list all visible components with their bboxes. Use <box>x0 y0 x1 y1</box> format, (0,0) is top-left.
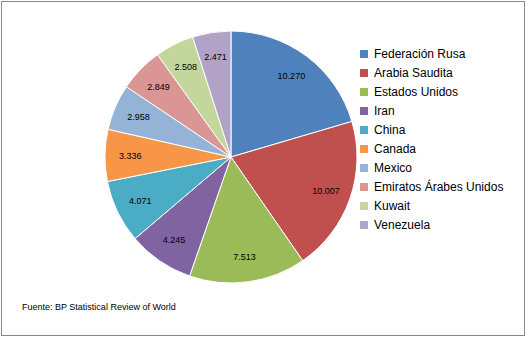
svg-text:2.508: 2.508 <box>174 62 197 72</box>
html-text:Canada: Canada <box>374 141 416 156</box>
html-text:China: China <box>374 122 406 137</box>
svg-text:2.958: 2.958 <box>127 112 150 122</box>
svg-text:3.336: 3.336 <box>119 151 142 161</box>
svg-text:2.471: 2.471 <box>204 52 227 62</box>
html-text:Venezuela: Venezuela <box>374 217 431 232</box>
html-text:Fuente: BP Statistical Review: Fuente: BP Statistical Review of World <box>22 302 176 312</box>
html-text:Emiratos Árabes Unidos: Emiratos Árabes Unidos <box>374 179 504 194</box>
html-text:Federación Rusa: Federación Rusa <box>374 46 466 61</box>
svg-text:4.071: 4.071 <box>129 196 152 206</box>
html-text:Kuwait: Kuwait <box>374 198 410 213</box>
html-text:Arabia Saudita: Arabia Saudita <box>374 65 453 80</box>
svg-text:7.513: 7.513 <box>233 252 256 262</box>
svg-text:10.270: 10.270 <box>278 71 306 81</box>
html-text:Estados Unidos: Estados Unidos <box>374 84 458 99</box>
html-text:Iran: Iran <box>374 103 395 118</box>
svg-text:10.007: 10.007 <box>312 186 340 196</box>
svg-text:2.849: 2.849 <box>147 82 170 92</box>
html-text:Mexico: Mexico <box>374 160 412 175</box>
svg-text:4.245: 4.245 <box>163 235 186 245</box>
